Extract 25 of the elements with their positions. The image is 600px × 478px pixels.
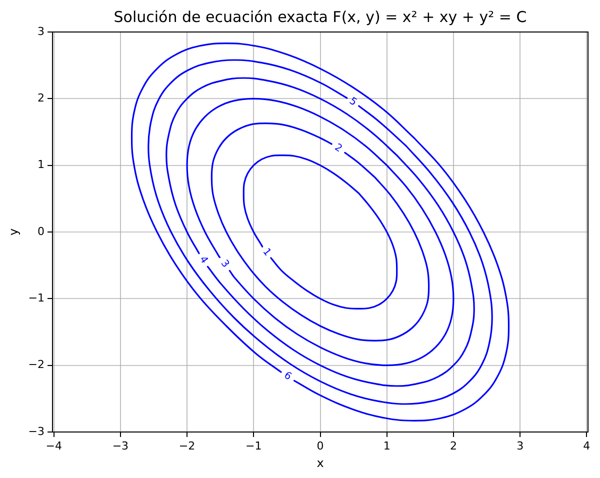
x-tick-label: 1 [383,439,390,452]
x-tick-label: 0 [316,439,324,452]
text: 6 [282,370,294,383]
x-tick-label: 2 [450,439,457,452]
text: 5 [347,96,359,108]
chart-title: Solución de ecuación exacta F(x, y) = x² + xy + y² = C [114,8,527,26]
y-tick-label: 2 [38,92,44,105]
text: 1 [260,246,273,258]
x-axis-title: x [316,456,324,470]
y-tick-label: −2 [28,358,44,372]
x-tick-label: −1 [246,439,262,452]
x-tick-label: 4 [583,439,590,452]
text: 3 [218,258,231,270]
y-tick-label: −1 [28,292,44,305]
text: 2 [332,142,344,155]
y-tick-label: 1 [38,158,44,172]
y-axis-title: y [6,228,20,236]
text: 4 [196,254,210,266]
y-tick-label: −3 [28,424,44,438]
x-tick-label: 3 [516,439,524,452]
y-tick-label: 0 [38,224,44,238]
y-tick-label: 3 [38,24,44,38]
x-tick-label: −4 [46,439,62,452]
x-tick-label: −2 [178,439,196,452]
x-tick-label: −3 [112,439,129,452]
